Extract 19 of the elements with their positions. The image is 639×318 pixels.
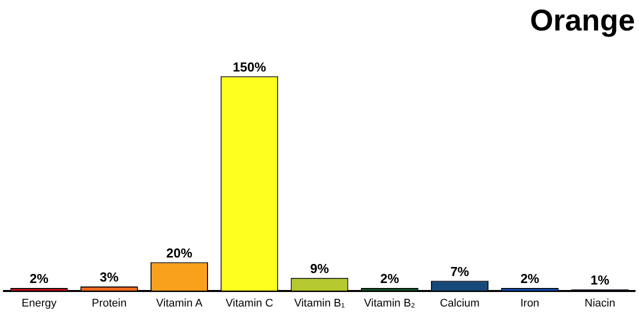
x-tick-label: Protein	[92, 297, 127, 310]
data-label: 150%	[232, 59, 266, 74]
data-label: 2%	[520, 271, 540, 286]
data-label: 2%	[30, 271, 49, 286]
data-label: 9%	[310, 261, 330, 276]
x-tick-label: Energy	[22, 297, 57, 310]
x-tick-label: Iron	[520, 297, 540, 310]
data-label: 1%	[590, 272, 610, 288]
data-label: 2%	[380, 271, 400, 286]
x-tick-label: Vitamin B₂	[364, 297, 416, 310]
x-tick-label: Vitamin B₁	[294, 297, 346, 310]
data-label: 3%	[100, 270, 119, 285]
data-label: 20%	[166, 245, 193, 260]
chart-title: Orange	[530, 4, 635, 38]
x-tick-label: Vitamin C	[226, 297, 274, 310]
x-tick-label: Calcium	[440, 297, 480, 310]
x-tick-label: Vitamin A	[156, 297, 204, 310]
data-label: 7%	[450, 264, 470, 279]
x-tick-label: Niacin	[584, 297, 616, 310]
